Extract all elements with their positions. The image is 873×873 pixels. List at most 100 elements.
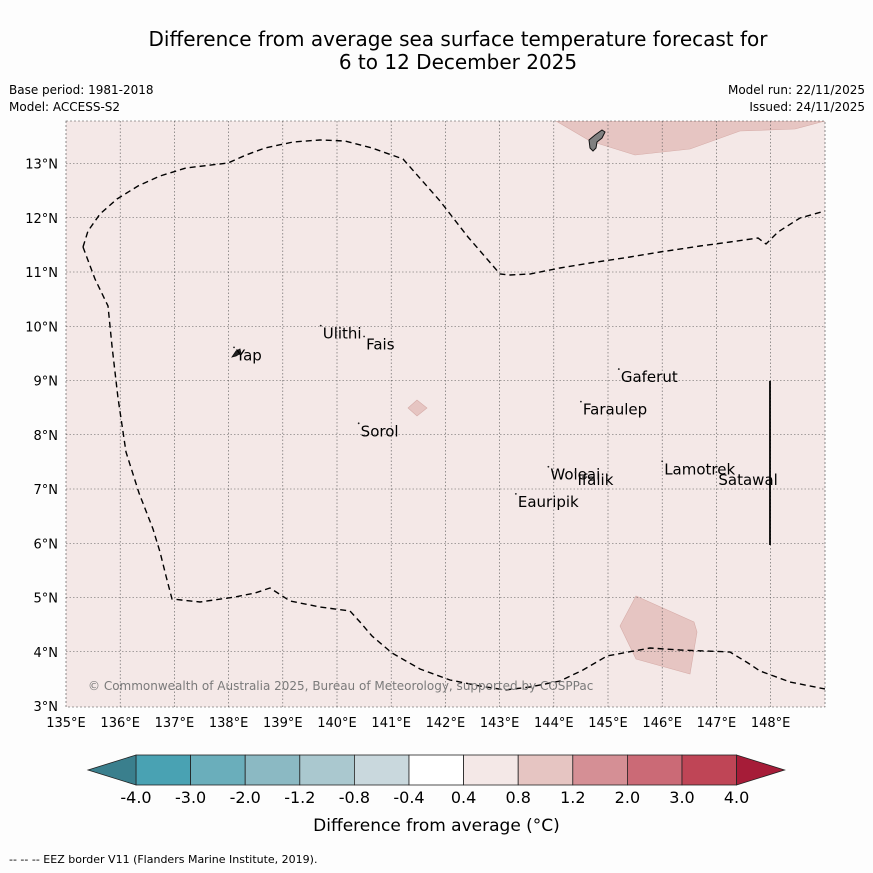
map-background	[66, 121, 825, 707]
colorbar-segment	[681, 754, 737, 786]
longitude-tick-labels: 135°E 136°E 137°E 138°E 139°E 140°E 141°E 142°E…	[46, 716, 790, 731]
colorbar-segment	[353, 754, 410, 786]
lon-tick-label: 145°E	[588, 716, 628, 731]
place-marker	[357, 422, 360, 425]
lon-tick-label: 141°E	[371, 716, 411, 731]
eez-border-north	[82, 139, 825, 276]
colorbar-tick-label: -0.4	[393, 788, 424, 807]
place-label: Lamotrek	[664, 460, 735, 478]
issued-date: Issued: 24/11/2025	[749, 100, 865, 114]
chart-title: Difference from average sea surface temp…	[66, 28, 850, 74]
yap-island	[231, 348, 242, 358]
place-marker	[580, 400, 582, 403]
meta-left: Base period: 1981-2018 Model: ACCESS-S2	[9, 82, 154, 116]
lon-tick-label: 137°E	[155, 716, 195, 731]
place-label: Woleai	[550, 466, 600, 484]
place-marker	[233, 346, 235, 349]
colorbar-title: Difference from average (°C)	[313, 816, 560, 836]
colorbar-tick-label: -1.2	[284, 788, 315, 807]
title-line-2: 6 to 12 December 2025	[338, 50, 578, 74]
anomaly-patch-small	[407, 399, 428, 417]
colorbar-tick-label: 1.2	[560, 788, 585, 807]
model-run: Model run: 22/11/2025	[727, 83, 865, 97]
colorbar	[86, 754, 786, 786]
lon-tick-label: 138°E	[209, 716, 249, 731]
colorbar-under-arrow	[86, 754, 137, 786]
lon-tick-label: 135°E	[46, 716, 86, 731]
colorbar-segment	[244, 754, 301, 786]
eez-border-south	[82, 246, 825, 691]
anomaly-patch-north	[555, 121, 825, 156]
colorbar-segment	[627, 754, 683, 786]
place-marker	[661, 460, 664, 463]
lat-tick-label: 10°N	[25, 320, 58, 335]
lon-tick-label: 147°E	[697, 716, 737, 731]
place-label: Ifalik	[577, 471, 613, 489]
base-period: Base period: 1981-2018	[9, 83, 154, 97]
copyright-text: © Commonwealth of Australia 2025, Bureau…	[88, 679, 593, 693]
colorbar-tick-label: -4.0	[120, 788, 151, 807]
lon-tick-label: 140°E	[317, 716, 357, 731]
lat-tick-label: 7°N	[34, 483, 59, 498]
title-line-1: Difference from average sea surface temp…	[148, 27, 768, 51]
colorbar-segment	[299, 754, 355, 786]
place-marker	[363, 335, 365, 338]
colorbar-over-arrow	[736, 754, 786, 786]
place-marker	[574, 471, 577, 474]
place-label: Satawal	[718, 471, 777, 489]
colorbar-tick-label: 4.0	[724, 788, 749, 807]
lat-tick-label: 12°N	[25, 212, 58, 227]
place-label: Faraulep	[583, 401, 647, 419]
colorbar-tick-labels: -4.0 -3.0 -2.0 -1.2 -0.8 -0.4 0.4 0.8 1.2 2.0 3.0 4…	[120, 788, 749, 807]
lon-tick-label: 139°E	[263, 716, 303, 731]
colorbar-segment	[517, 754, 574, 786]
plot-frame	[65, 120, 826, 708]
place-label: Gaferut	[621, 368, 678, 386]
colorbar-tick-label: 0.4	[451, 788, 476, 807]
lon-tick-label: 136°E	[100, 716, 140, 731]
colorbar-segment	[135, 754, 191, 786]
place-marker	[715, 471, 718, 474]
colorbar-tick-label: 2.0	[615, 788, 640, 807]
place-marker	[617, 368, 620, 370]
colorbar-segment	[190, 754, 246, 786]
lat-tick-label: 3°N	[34, 700, 59, 715]
place-label: Eauripik	[518, 493, 579, 511]
colorbar-tick-label: 0.8	[505, 788, 530, 807]
meta-right: Model run: 22/11/2025 Issued: 24/11/2025	[728, 82, 865, 116]
place-marker	[319, 324, 322, 327]
eez-footnote: -- -- -- EEZ border V11 (Flanders Marine…	[9, 853, 318, 866]
lon-tick-label: 146°E	[642, 716, 682, 731]
place-label: Ulithi	[323, 325, 362, 343]
colorbar-tick-label: -0.8	[339, 788, 370, 807]
lat-tick-label: 11°N	[25, 266, 58, 281]
colorbar-segment	[408, 754, 464, 786]
place-label: Yap	[235, 346, 262, 364]
place-label: Fais	[366, 336, 395, 354]
lat-tick-label: 5°N	[34, 592, 59, 607]
place-label: Sorol	[361, 422, 399, 440]
lat-tick-label: 4°N	[34, 646, 59, 661]
guam-island	[588, 129, 606, 152]
lon-tick-label: 148°E	[751, 716, 791, 731]
lon-tick-label: 142°E	[426, 716, 466, 731]
lat-tick-label: 6°N	[34, 537, 59, 552]
place-marker	[514, 492, 517, 495]
colorbar-segment	[572, 754, 628, 786]
model-name: Model: ACCESS-S2	[9, 100, 121, 114]
lat-tick-label: 9°N	[34, 375, 59, 390]
gridlines	[66, 121, 825, 707]
latitude-tick-labels: 3°N 4°N 5°N 6°N 7°N 8°N 9°N 10°N 11°N 12°N 13°N	[25, 158, 58, 716]
colorbar-tick-label: 3.0	[669, 788, 694, 807]
place-marker	[547, 465, 550, 468]
colorbar-tick-label: -2.0	[230, 788, 261, 807]
colorbar-tick-label: -3.0	[175, 788, 206, 807]
lat-tick-label: 8°N	[34, 429, 59, 444]
lat-tick-label: 13°N	[25, 158, 58, 173]
lon-tick-label: 144°E	[534, 716, 574, 731]
lon-tick-label: 143°E	[480, 716, 520, 731]
colorbar-segment	[463, 754, 519, 786]
anomaly-patch-south	[619, 595, 698, 675]
